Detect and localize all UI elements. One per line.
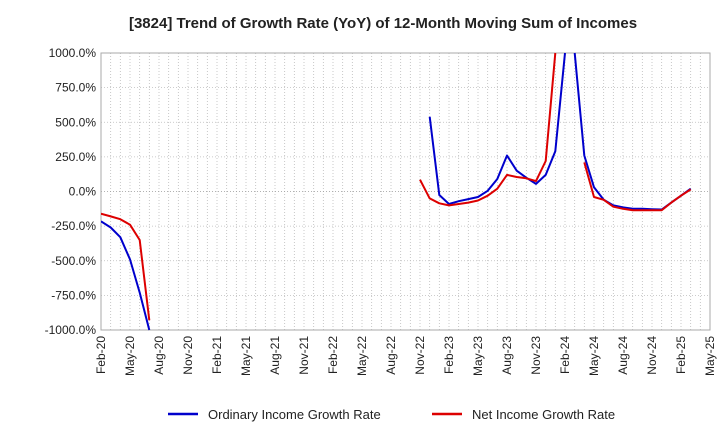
x-tick-label: May-20 — [123, 336, 137, 376]
legend-label-net: Net Income Growth Rate — [472, 407, 615, 422]
plot-frame — [100, 52, 711, 331]
y-axis: 1000.0% 750.0% 500.0% 250.0% 0.0% -250.0% -500… — [45, 46, 97, 337]
legend-label-ordinary: Ordinary Income Growth Rate — [208, 407, 381, 422]
x-tick-label: Nov-22 — [413, 336, 427, 375]
x-tick-label: Nov-24 — [645, 336, 659, 375]
x-tick-label: Nov-23 — [529, 336, 543, 375]
legend: Ordinary Income Growth Rate Net Income G… — [168, 407, 615, 422]
y-tick-label: 750.0% — [55, 81, 96, 95]
x-tick-label: May-22 — [355, 336, 369, 376]
x-tick-label: May-24 — [587, 336, 601, 376]
chart-title: [3824] Trend of Growth Rate (YoY) of 12-… — [129, 15, 637, 32]
y-tick-label: -250.0% — [51, 219, 96, 233]
x-tick-label: Feb-21 — [210, 336, 224, 374]
x-tick-label: May-21 — [239, 336, 253, 376]
y-tick-label: 0.0% — [69, 185, 97, 199]
x-tick-label: Aug-23 — [500, 336, 514, 375]
y-tick-label: -750.0% — [51, 288, 96, 302]
y-tick-label: 250.0% — [55, 150, 96, 164]
y-tick-label: -1000.0% — [45, 323, 97, 337]
x-tick-label: May-25 — [703, 336, 717, 376]
x-tick-label: Feb-25 — [674, 336, 688, 374]
x-tick-label: May-23 — [471, 336, 485, 376]
x-tick-label: Aug-22 — [384, 336, 398, 375]
y-tick-label: 1000.0% — [49, 46, 97, 60]
x-tick-label: Aug-21 — [268, 336, 282, 375]
x-tick-label: Nov-20 — [181, 336, 195, 375]
x-axis: Feb-20 May-20 Aug-20 Nov-20 Feb-21 May-21 Aug-… — [94, 336, 717, 376]
x-tick-label: Feb-23 — [442, 336, 456, 374]
x-tick-label: Feb-22 — [326, 336, 340, 374]
grid — [101, 52, 710, 331]
x-tick-label: Feb-24 — [558, 336, 572, 374]
series-lines — [101, 52, 692, 331]
x-tick-label: Nov-21 — [297, 336, 311, 375]
x-tick-label: Aug-20 — [152, 336, 166, 375]
y-tick-label: -500.0% — [51, 254, 96, 268]
x-tick-label: Aug-24 — [616, 336, 630, 375]
series-line-1 — [101, 52, 692, 321]
x-tick-label: Feb-20 — [94, 336, 108, 374]
y-tick-label: 500.0% — [55, 115, 96, 129]
